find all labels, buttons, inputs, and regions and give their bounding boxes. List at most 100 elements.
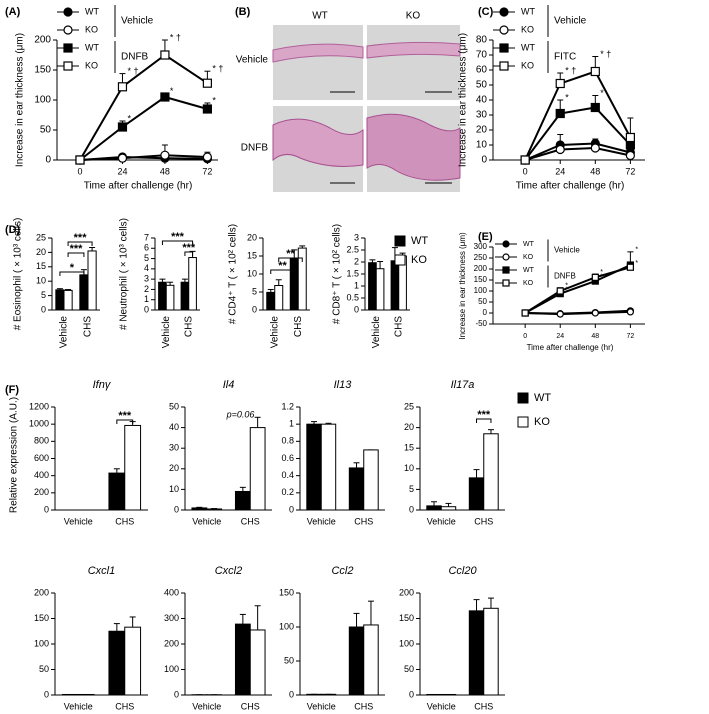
y-tick-label: 20 [476,125,488,136]
y-tick-label: 5 [144,253,149,263]
y-tick-label: 10 [404,463,414,473]
y-tick-label: 10 [247,268,257,278]
point [625,140,635,150]
legend-label: WT [411,235,428,247]
y-tick-label: 20 [247,232,257,242]
significance-note: * [600,88,604,98]
bar [320,693,337,696]
x-tick-label: 24 [117,166,127,176]
y-tick-label: 100 [279,621,294,631]
legend-label: WT [523,241,535,248]
bar [249,629,266,696]
y-tick-label: 300 [474,242,488,251]
series-line [79,154,208,161]
significance-note: * † [212,64,223,74]
y-tick-label: 1200 [29,401,49,411]
bar [188,257,197,311]
x-tick-label: 0 [77,166,82,176]
bar [165,284,175,311]
bar [297,247,307,311]
point [556,310,564,318]
significance-label: * [70,262,75,274]
legend-marker [63,7,73,17]
significance-bracket [67,252,85,257]
y-tick-label: 5 [409,484,414,494]
tissue [366,41,461,59]
x-tick-label: 72 [625,166,635,176]
legend-marker [499,61,509,71]
x-tick-label: CHS [474,701,493,711]
legend-label: KO [85,60,98,70]
y-tick-label: 1 [289,419,294,429]
series-line [525,310,631,316]
x-tick-label: 0 [523,166,528,176]
y-tick-label: 0 [483,308,488,317]
chart-title: Ccl2 [331,565,353,577]
y-tick-label: 1000 [29,419,49,429]
significance-bracket [184,251,194,256]
point [626,263,634,271]
x-axis-label: Time after challenge (hr) [84,181,193,192]
bar [206,508,223,511]
y-tick-label: 0 [409,689,414,699]
micrograph [273,25,363,100]
bar [108,630,126,696]
x-tick-label: Vehicle [371,316,382,349]
y-tick-label: 25 [404,401,414,411]
significance-note: * † [170,32,181,42]
significance-bracket [270,269,295,274]
bar [61,693,79,696]
legend-group-label: Vehicle [554,16,587,27]
y-tick-label: 0.2 [281,487,294,497]
chart-title: Il13 [334,379,353,391]
x-tick-label: CHS [354,516,373,526]
y-tick-label: 150 [474,275,488,284]
legend-label: KO [521,60,534,70]
x-tick-label: 24 [556,333,564,340]
significance-note: * [635,247,638,254]
y-tick-label: 100 [164,664,179,674]
x-tick-label: 48 [591,333,599,340]
point [591,309,599,317]
legend-swatch [517,416,529,428]
bar [306,693,322,696]
y-tick-label: 150 [279,587,294,597]
y-tick-label: 5 [41,290,46,300]
panel-label: (F) [5,384,19,396]
legend-label: KO [521,24,534,34]
bar [306,423,322,511]
legend-label: WT [85,42,99,52]
significance-bracket [161,240,194,245]
legend-marker [502,279,510,287]
legend-label: KO [523,254,534,261]
y-tick-label: 30 [169,443,179,453]
x-tick-label: Vehicle [307,516,336,526]
y-tick-label: 10 [36,276,46,286]
significance-note: * [212,95,216,105]
bar [426,693,442,696]
y-tick-label: 0 [354,304,359,314]
y-tick-label: 6 [144,243,149,253]
y-tick-label: 4 [144,263,149,273]
legend-label: KO [411,254,427,266]
bar [363,449,379,511]
y-tick-label: 3 [354,232,359,242]
y-tick-label: 0 [289,689,294,699]
point [590,66,600,77]
legend-label: WT [521,6,535,16]
y-tick-label: 0.4 [281,470,294,480]
point [202,152,212,162]
significance-note: * † [565,65,576,75]
x-tick-label: CHS [83,316,94,337]
point [202,104,212,114]
y-tick-label: 0 [44,689,49,699]
legend-marker [63,25,73,35]
point [202,78,212,88]
x-tick-label: Vehicle [64,516,93,526]
series-line [524,266,631,314]
legend-label: WT [523,267,535,274]
legend-group-label: DNFB [554,272,576,281]
bar [79,274,89,311]
x-tick-label: 48 [160,166,170,176]
x-tick-label: CHS [474,516,493,526]
